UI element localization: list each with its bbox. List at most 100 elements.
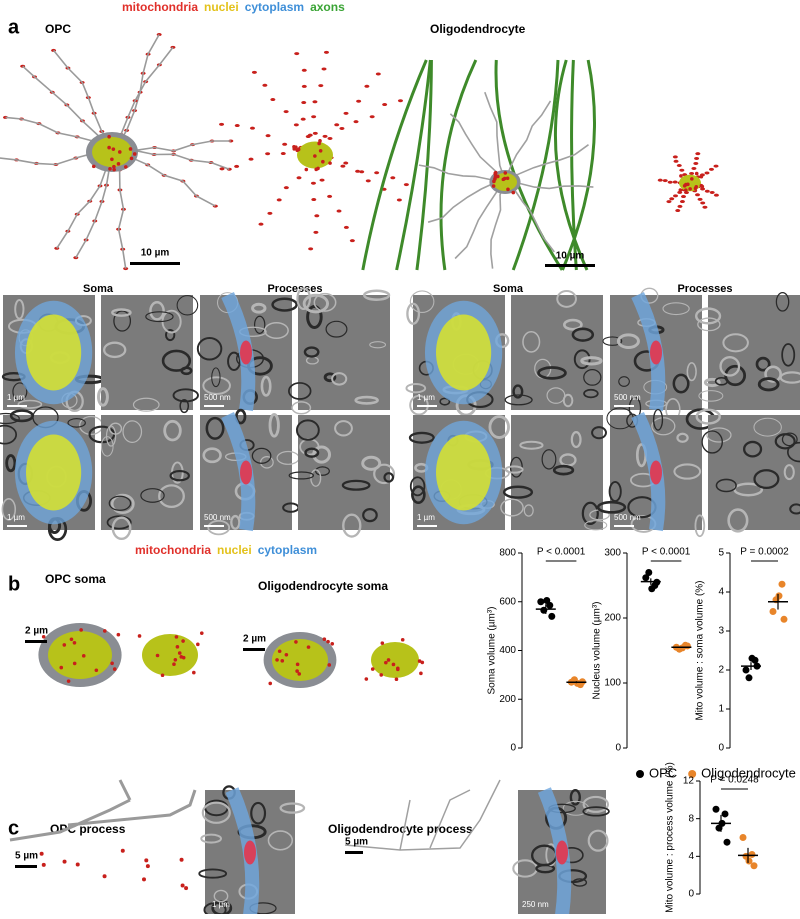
mitochondrion [374,171,380,175]
em-texture [67,418,86,428]
mitochondrion [676,163,682,167]
mitochondrion [276,198,282,202]
em-texture [742,440,763,458]
em-texture [537,366,567,380]
mitochondrion [672,180,678,184]
process [449,113,506,181]
mitochondrion [160,673,165,678]
mitochondrion [180,883,185,888]
mitochondrion [697,197,703,201]
nucleus-overlay [25,314,82,391]
y-axis-label: Nucleus volume (µm³) [592,601,603,699]
em-texture [12,382,28,401]
mitochondrion [327,663,332,667]
em-texture [552,464,575,476]
mitochondrion [678,188,683,192]
mitochondrion [328,161,332,165]
mitochondrion [334,123,340,127]
em-texture [439,397,451,406]
scale-bar-label: 1 µm [417,513,435,522]
legend-text: mitochondria [122,0,198,14]
em-texture [250,801,267,825]
mitochondrion [267,211,273,215]
mitochondrion [293,123,299,127]
legend-text: Oligodendrocyte [701,765,796,780]
em-texture [369,341,387,349]
em-texture [106,515,132,530]
mitochondrion [356,99,362,103]
scale-bar-label: 1 µm [7,393,25,402]
mitochondrion [91,164,96,169]
mitochondrion [283,186,289,190]
mitochondrion [294,640,298,644]
mitochondrion [132,152,137,156]
em-texture [1,497,17,521]
data-point [645,569,653,576]
em-texture [652,408,664,431]
em-texture [569,788,581,806]
mitochondrion [493,171,498,176]
mitochondrion [234,164,240,168]
em-texture [17,399,43,409]
em-texture [697,317,721,332]
em-texture [587,829,609,852]
mitochondrion [700,184,705,189]
mitochondrion [417,659,422,663]
em-texture [504,394,533,406]
mitochondrion [75,862,80,867]
em-texture [132,397,160,412]
mitochondrion [120,848,125,853]
legend-text: mitochondria [135,543,211,557]
mitochondrion [318,84,324,88]
mitochondrion [258,222,264,226]
em-texture [315,466,330,476]
mitochondrion [503,171,508,175]
em-texture [488,415,510,439]
em-texture [673,463,702,480]
mitochondrion [708,167,714,171]
mitochondrion [110,157,114,162]
em-texture [202,447,222,464]
mitochondrion [72,640,77,645]
mitochondrion [691,166,697,170]
em-texture [694,307,722,325]
mitochondrion [675,209,681,213]
em-texture [0,424,18,445]
mitochondrion [673,159,679,163]
mitochondrion [682,184,687,188]
em-image [298,295,390,410]
mitochondrion [295,662,300,667]
em-texture [618,376,630,387]
em-texture [570,431,582,449]
mitochondrion [396,198,402,202]
nucleus [272,639,328,681]
nucleus-overlay [436,434,492,511]
mito-overlay [244,840,256,865]
em-texture [251,302,267,314]
mitochondrion [297,672,302,676]
em-texture [781,343,796,367]
mitochondrion [662,179,668,183]
mitochondrion [270,98,276,102]
mitochondrion [155,653,160,658]
em-texture [169,469,190,482]
mitochondrion [301,84,307,88]
mitochondrion [677,204,683,208]
scale-bar-label: 250 nm [522,900,549,909]
y-tick-label: 2 [718,665,724,676]
process [454,179,506,260]
mitochondrion [234,124,240,128]
em-texture [291,401,312,415]
em-texture [149,301,165,321]
y-tick-label: 600 [499,596,516,607]
mitochondrion [116,162,121,166]
data-point [748,850,756,858]
em-texture [235,408,247,425]
panel-title: OPC [45,22,71,36]
mitochondrion [326,639,330,644]
scale-bar [614,405,634,407]
mitochondrion [251,70,257,74]
mitochondrion [506,187,510,192]
em-texture [651,417,676,436]
